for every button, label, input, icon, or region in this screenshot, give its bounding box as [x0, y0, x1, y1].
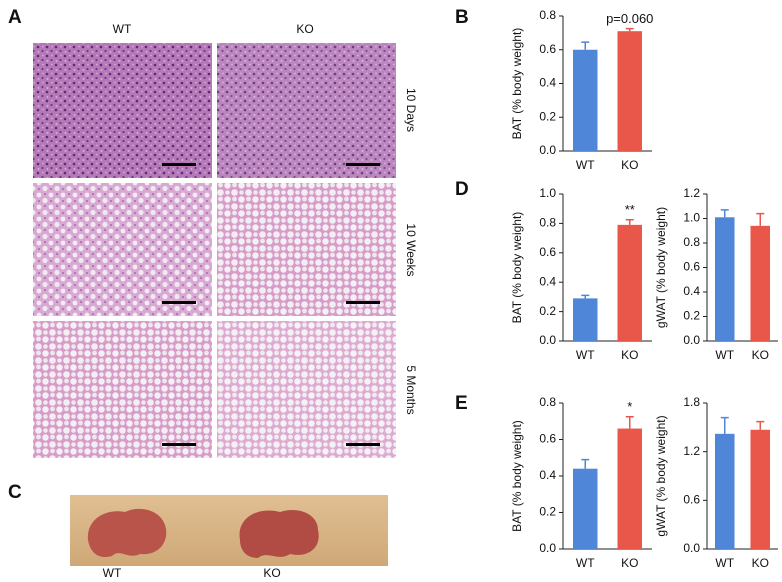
y-tick-label: 0.4: [539, 468, 556, 482]
y-tick-label: 1.8: [683, 395, 700, 409]
y-tick-label: 1.0: [683, 211, 700, 225]
x-tick-label: KO: [752, 348, 769, 362]
bar: [714, 433, 735, 549]
y-tick-label: 0.2: [539, 505, 556, 519]
column-label: WT: [113, 22, 132, 36]
sample-label: KO: [263, 566, 280, 580]
histology-grid: [33, 43, 396, 458]
panel-label: B: [455, 7, 469, 28]
x-tick-label: KO: [621, 348, 638, 362]
bar: [617, 428, 642, 549]
y-axis-label: BAT (% body weight): [510, 212, 524, 324]
histology-image: [217, 43, 396, 178]
bar: [617, 224, 642, 341]
y-tick-label: 0.6: [539, 245, 556, 259]
error-bar: [756, 212, 765, 226]
x-tick-label: KO: [752, 556, 769, 570]
row-label: 10 Weeks: [404, 223, 418, 276]
bar: [617, 31, 642, 151]
scale-bar: [162, 163, 196, 166]
y-tick-label: 0.4: [539, 274, 556, 288]
bar: [750, 225, 771, 341]
y-tick-label: 0.2: [539, 304, 556, 318]
error-bar: [625, 218, 634, 225]
bar: [750, 429, 771, 549]
y-axis-label: gWAT (% body weight): [654, 207, 668, 328]
bar: [573, 298, 598, 341]
histology-image: [217, 183, 396, 316]
x-tick-label: WT: [576, 556, 595, 570]
histology-image: [217, 321, 396, 458]
y-tick-label: 1.2: [683, 186, 700, 200]
y-tick-label: 0.8: [539, 8, 556, 22]
row-label: 5 Months: [404, 365, 418, 414]
scale-bar: [346, 443, 380, 446]
tissue-sample: [239, 510, 319, 558]
error-bar: [720, 416, 729, 434]
x-tick-label: WT: [576, 348, 595, 362]
y-tick-label: 0.8: [539, 395, 556, 409]
error-bar: [581, 294, 590, 299]
y-tick-label: 0.4: [683, 284, 700, 298]
x-tick-label: WT: [576, 158, 595, 172]
annotation: *: [627, 399, 632, 414]
annotation: p=0.060: [606, 11, 653, 26]
scale-bar: [346, 163, 380, 166]
error-bar: [581, 41, 590, 50]
y-tick-label: 0.0: [539, 143, 556, 157]
scale-bar: [162, 443, 196, 446]
error-bar: [625, 415, 634, 429]
y-tick-label: 0.4: [539, 76, 556, 90]
x-tick-label: WT: [715, 348, 734, 362]
histology-image: [33, 321, 212, 458]
y-tick-label: 0.2: [683, 309, 700, 323]
y-tick-label: 0.2: [539, 109, 556, 123]
bar: [573, 468, 598, 549]
panel-label: A: [8, 7, 22, 28]
y-tick-label: 1.2: [683, 444, 700, 458]
panel-label: D: [455, 179, 469, 200]
y-axis-label: gWAT (% body weight): [654, 415, 668, 536]
error-bar: [756, 420, 765, 430]
y-tick-label: 0.6: [539, 432, 556, 446]
error-bar: [581, 458, 590, 469]
scale-bar: [162, 301, 196, 304]
panel-label: C: [8, 482, 22, 503]
y-tick-label: 0.0: [683, 333, 700, 347]
panel-label: E: [455, 393, 468, 414]
error-bar: [720, 209, 729, 218]
bar: [573, 49, 598, 151]
histology-image: [33, 183, 212, 316]
y-tick-label: 0.6: [539, 42, 556, 56]
scale-bar: [346, 301, 380, 304]
bar: [714, 217, 735, 341]
x-tick-label: KO: [621, 158, 638, 172]
x-tick-label: WT: [715, 556, 734, 570]
y-tick-label: 0.6: [683, 260, 700, 274]
y-axis-label: BAT (% body weight): [510, 28, 524, 140]
y-tick-label: 0.0: [683, 541, 700, 555]
annotation: **: [625, 202, 635, 217]
y-axis-label: BAT (% body weight): [510, 420, 524, 532]
error-bar: [625, 27, 634, 32]
x-tick-label: KO: [621, 556, 638, 570]
y-tick-label: 0.8: [683, 235, 700, 249]
row-label: 10 Days: [404, 88, 418, 132]
y-tick-label: 0.0: [539, 541, 556, 555]
tissue-sample: [87, 508, 167, 558]
y-tick-label: 1.0: [539, 186, 556, 200]
y-tick-label: 0.8: [539, 216, 556, 230]
column-label: KO: [296, 22, 313, 36]
y-tick-label: 0.0: [539, 333, 556, 347]
sample-label: WT: [103, 566, 122, 580]
histology-image: [33, 43, 212, 178]
y-tick-label: 0.6: [683, 493, 700, 507]
